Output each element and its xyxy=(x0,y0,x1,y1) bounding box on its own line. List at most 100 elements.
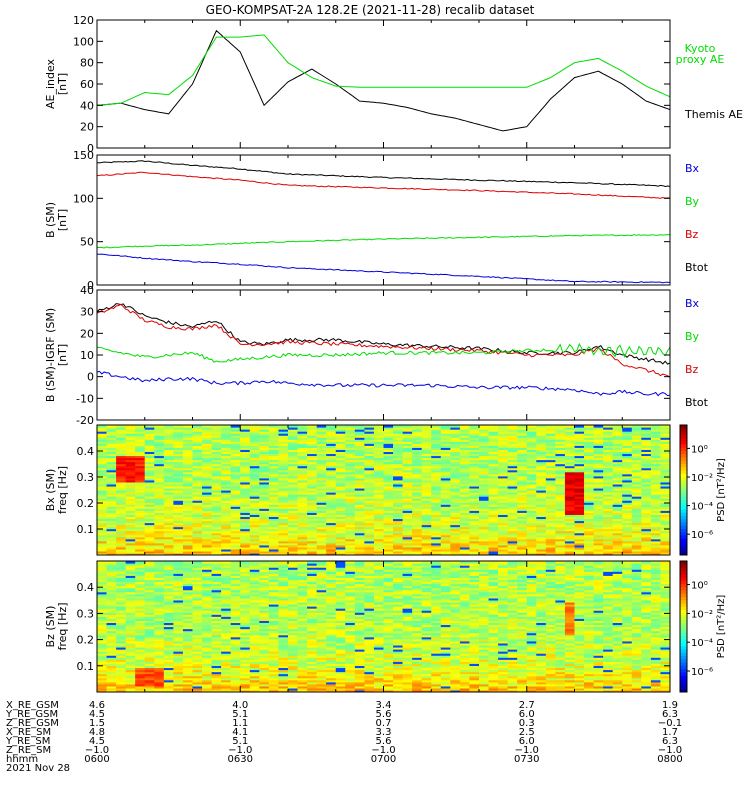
spectrogram-cell xyxy=(144,429,155,432)
spectrogram-cell xyxy=(412,520,423,524)
spectrogram-cell xyxy=(326,459,337,463)
spectrogram-cell xyxy=(450,427,461,430)
spectrogram-cell xyxy=(517,502,528,505)
spectrogram-cell xyxy=(450,526,461,530)
spectrogram-cell xyxy=(116,522,127,526)
spectrogram-cell xyxy=(555,479,566,483)
spectrogram-cell xyxy=(545,429,556,432)
spectrogram-cell xyxy=(593,465,604,469)
spectrogram-cell xyxy=(622,457,633,461)
spectrogram-cell xyxy=(564,518,576,522)
spectrogram-cell xyxy=(469,510,480,513)
spectrogram-cell xyxy=(116,528,127,532)
spectrogram-cell xyxy=(431,494,442,497)
spectrogram-cell xyxy=(173,579,184,583)
spectrogram-cell xyxy=(622,530,633,534)
spectrogram-cell xyxy=(211,463,222,467)
spectrogram-cell xyxy=(459,461,471,465)
spectrogram-cell xyxy=(421,510,432,513)
spectrogram-cell xyxy=(326,530,337,534)
spectrogram-cell xyxy=(144,475,155,479)
spectrogram-cell xyxy=(211,526,222,530)
spectrogram-cell xyxy=(97,550,108,554)
spectrogram-cell xyxy=(144,485,155,489)
spectrogram-cell xyxy=(622,524,633,528)
spectrogram-cell xyxy=(221,431,232,434)
spectrogram-cell xyxy=(192,659,203,662)
spectrogram-cell xyxy=(641,512,652,515)
spectrogram-cell xyxy=(450,467,461,471)
spectrogram-cell xyxy=(144,616,155,619)
spectrogram-cell xyxy=(660,487,670,491)
spectrogram-cell xyxy=(307,536,318,540)
spectrogram-cell xyxy=(593,467,604,471)
spectrogram-cell xyxy=(364,453,375,457)
spectrogram-cell xyxy=(211,510,222,513)
spectrogram-cell xyxy=(249,524,260,528)
spectrogram-cell xyxy=(144,532,155,536)
spectrogram-cell xyxy=(450,552,461,555)
spectrogram-cell xyxy=(498,512,509,515)
spectrogram-cell xyxy=(393,469,404,473)
spectrogram-cell xyxy=(354,453,365,457)
spectrogram-cell xyxy=(173,618,184,621)
spectrogram-cell xyxy=(125,601,136,605)
colorbar-swatch xyxy=(680,480,687,484)
spectrogram-cell xyxy=(249,520,260,524)
spectrogram-cell xyxy=(278,504,289,507)
spectrogram-cell xyxy=(154,577,165,581)
spectrogram-cell xyxy=(182,636,194,640)
spectrogram-cell xyxy=(154,567,165,570)
spectrogram-cell xyxy=(202,473,213,477)
spectrogram-cell xyxy=(173,506,184,509)
spectrogram-cell xyxy=(574,552,585,555)
spectrogram-cell xyxy=(584,451,595,455)
spectrogram-cell xyxy=(144,540,155,544)
spectrogram-cell xyxy=(660,522,670,526)
spectrogram-cell xyxy=(526,520,537,524)
spectrogram-cell xyxy=(631,443,642,446)
spectrogram-cell xyxy=(326,550,337,554)
spectrogram-cell xyxy=(584,483,595,487)
spectrogram-cell xyxy=(297,548,308,552)
spectrogram-cell xyxy=(221,453,232,457)
spectrogram-cell xyxy=(383,459,394,463)
spectrogram-cell xyxy=(192,620,203,624)
spectrogram-cell xyxy=(431,461,442,465)
spectrogram-cell xyxy=(412,473,423,477)
spectrogram-cell xyxy=(564,449,576,453)
spectrogram-cell xyxy=(154,575,165,578)
spectrogram-cell xyxy=(154,477,165,481)
spectrogram-cell xyxy=(135,437,146,440)
spectrogram-cell xyxy=(307,552,318,555)
spectrogram-cell xyxy=(211,681,222,685)
spectrogram-cell xyxy=(574,439,585,442)
spectrogram-cell xyxy=(182,492,194,495)
spectrogram-cell xyxy=(288,510,299,513)
spectrogram-cell xyxy=(97,451,108,455)
spectrogram-cell xyxy=(297,457,308,461)
spectrogram-cell xyxy=(660,433,670,436)
spectrogram-cell xyxy=(125,508,136,511)
spectrogram-cell xyxy=(259,528,270,532)
spectrogram-cell xyxy=(221,651,232,654)
spectrogram-cell xyxy=(135,679,146,683)
spectrogram-cell xyxy=(373,526,385,530)
spectrogram-cell xyxy=(97,620,108,624)
spectrogram-cell xyxy=(402,494,413,497)
spectrogram-cell xyxy=(459,522,471,526)
spectrogram-cell xyxy=(144,608,155,611)
spectrogram-cell xyxy=(373,425,385,428)
colorbar-tick-label: 10⁻⁶ xyxy=(691,530,713,541)
spectrogram-cell xyxy=(584,494,595,497)
spectrogram-cell xyxy=(154,427,165,430)
spectrogram-cell xyxy=(564,522,576,526)
spectrogram-cell xyxy=(574,477,585,481)
spectrogram-cell xyxy=(584,490,595,493)
spectrogram-cell xyxy=(574,483,585,487)
spectrogram-cell xyxy=(316,475,327,479)
spectrogram-cell xyxy=(383,465,394,469)
spectrogram-cell xyxy=(354,538,365,542)
spectrogram-cell xyxy=(536,477,547,481)
spectrogram-cell xyxy=(97,646,108,650)
